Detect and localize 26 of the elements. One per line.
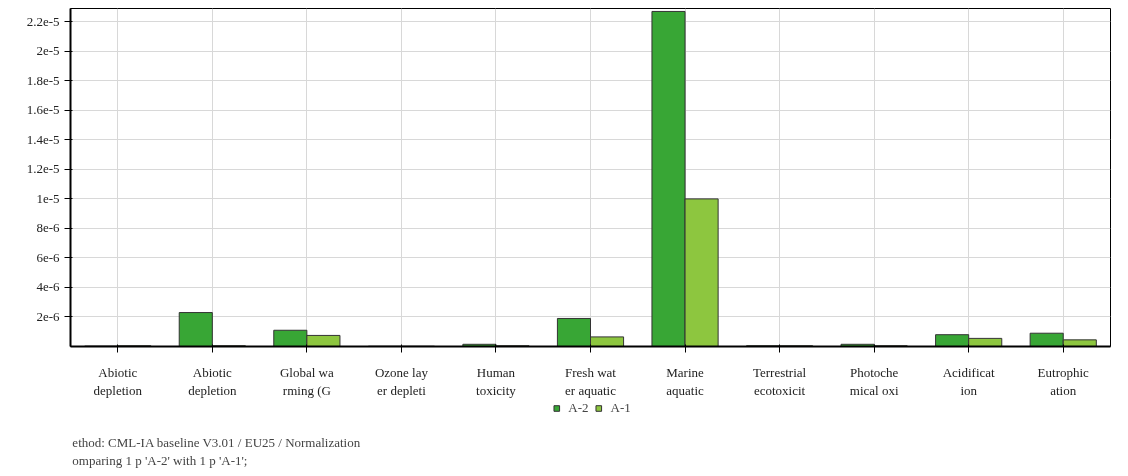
y-tick-label: 6e-6 — [36, 249, 60, 265]
x-tick-label: Global wa rming (G — [279, 364, 334, 398]
y-tick-label: 2.2e-5 — [26, 13, 60, 29]
x-tick-label: Terrestrial ecotoxicit — [752, 364, 807, 398]
x-tick-label: Abiotic depletion — [93, 364, 143, 398]
text: omparing 1 p 'A-2' with 1 p 'A-1'; — [72, 452, 248, 468]
legend-label: A-2 — [568, 400, 589, 416]
x-tick-label: Eutrophic ation — [1037, 364, 1090, 398]
y-tick-label: 1e-5 — [36, 190, 60, 206]
x-tick-label: Fresh wat er aquatic — [565, 364, 617, 398]
y-tick-label: 2e-6 — [36, 308, 60, 324]
x-tick-label: Photoche mical oxi — [849, 364, 899, 398]
y-tick-label: 4e-6 — [36, 279, 60, 295]
x-tick-label: Abiotic depletion — [188, 364, 238, 398]
y-tick-label: 1.6e-5 — [26, 102, 60, 118]
x-tick-label: Marine aquatic — [666, 364, 705, 398]
text: ethod: CML-IA baseline V3.01 / EU25 / Normalization — [72, 434, 361, 450]
y-tick-label: 1.2e-5 — [26, 161, 60, 177]
y-tick-label: 1.4e-5 — [26, 131, 60, 147]
x-tick-label: Ozone lay er depleti — [374, 364, 429, 398]
x-tick-label: Human toxicity — [476, 364, 517, 398]
legend-label: A-1 — [610, 400, 631, 416]
y-tick-label: 1.8e-5 — [26, 72, 60, 88]
y-tick-label: 2e-5 — [36, 43, 60, 59]
x-tick-label: Acidificat ion — [942, 364, 996, 398]
y-tick-label: 8e-6 — [36, 220, 60, 236]
